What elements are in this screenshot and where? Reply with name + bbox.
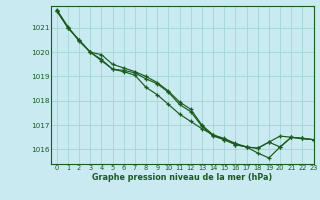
X-axis label: Graphe pression niveau de la mer (hPa): Graphe pression niveau de la mer (hPa) [92, 173, 273, 182]
